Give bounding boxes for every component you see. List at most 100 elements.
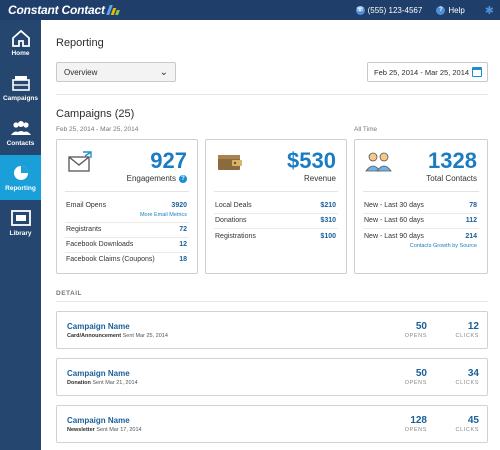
- table-row[interactable]: Campaign Name Donation Sent Mar 21, 2014…: [56, 358, 488, 396]
- sidebar-item-library[interactable]: Library: [0, 200, 41, 245]
- row-label: New - Last 30 days: [364, 202, 424, 209]
- contacts-growth-link[interactable]: Contacts Growth by Source: [409, 243, 477, 249]
- campaign-meta: Card/Announcement Sent Mar 25, 2014: [67, 333, 168, 339]
- brand-logo[interactable]: Constant Contact: [0, 3, 123, 17]
- list-item: Registrants 72: [66, 226, 187, 233]
- campaigns-icon: [11, 75, 30, 91]
- clicks-value: 12: [467, 321, 479, 332]
- row-label: Local Deals: [215, 202, 252, 209]
- help-icon: ?: [436, 5, 446, 15]
- opens-label: OPENS: [404, 333, 427, 339]
- campaign-type: Newsletter: [67, 427, 95, 433]
- date-range-picker[interactable]: Feb 25, 2014 - Mar 25, 2014: [367, 62, 488, 82]
- opens-value: 50: [415, 368, 427, 379]
- row-value: $310: [320, 217, 336, 224]
- row-label: Facebook Claims (Coupons): [66, 256, 155, 263]
- help-label: Help: [448, 5, 465, 15]
- date-range-value: Feb 25, 2014 - Mar 25, 2014: [374, 67, 470, 77]
- divider: [363, 191, 479, 192]
- engagements-label: Engagements: [126, 174, 176, 183]
- divider: [56, 301, 488, 302]
- total-contacts-label: Total Contacts: [426, 174, 477, 183]
- row-value: $100: [320, 233, 336, 240]
- list-item: Local Deals $210: [215, 202, 336, 209]
- gear-icon[interactable]: ✱: [484, 4, 494, 17]
- row-label: Email Opens: [66, 202, 107, 209]
- clicks-stat: 34 CLICKS: [439, 368, 479, 386]
- list-item: Registrations $100: [215, 233, 336, 240]
- row-value: 18: [179, 256, 187, 263]
- clicks-label: CLICKS: [455, 333, 479, 339]
- total-contacts-value: 1328: [428, 148, 477, 173]
- sidebar: Home Campaigns Contacts Reporting Librar…: [0, 20, 41, 450]
- engagements-value: 927: [150, 148, 187, 173]
- library-icon: [10, 209, 31, 226]
- detail-section-label: DETAIL: [56, 290, 82, 297]
- main-content: Reporting Overview ⌄ Feb 25, 2014 - Mar …: [41, 20, 500, 450]
- list-item: New - Last 90 days 214: [364, 233, 477, 240]
- clicks-stat: 45 CLICKS: [439, 415, 479, 433]
- opens-label: OPENS: [404, 380, 427, 386]
- sidebar-item-label: Home: [11, 49, 30, 57]
- sidebar-item-label: Reporting: [5, 184, 36, 192]
- row-label: New - Last 90 days: [364, 233, 424, 240]
- all-time-label: All Time: [354, 126, 378, 133]
- list-item: New - Last 60 days 112: [364, 217, 477, 224]
- divider: [65, 222, 189, 223]
- divider: [65, 252, 189, 253]
- view-select-value: Overview: [64, 67, 98, 77]
- revenue-card: $530 Revenue Local Deals $210 Donations …: [205, 139, 347, 274]
- row-value: $210: [320, 202, 336, 209]
- row-label: New - Last 60 days: [364, 217, 424, 224]
- campaign-name-link[interactable]: Campaign Name: [67, 416, 130, 425]
- sidebar-item-contacts[interactable]: Contacts: [0, 110, 41, 155]
- phone-link[interactable]: ☏ (555) 123-4567: [355, 5, 422, 15]
- list-item: Facebook Downloads 12: [66, 241, 187, 248]
- view-select[interactable]: Overview ⌄: [56, 62, 176, 82]
- row-value: 3920: [171, 202, 187, 209]
- table-row[interactable]: Campaign Name Card/Announcement Sent Mar…: [56, 311, 488, 349]
- campaigns-period: Feb 25, 2014 - Mar 25, 2014: [56, 126, 139, 133]
- clicks-label: CLICKS: [455, 427, 479, 433]
- campaign-sent-date: Sent Mar 25, 2014: [122, 333, 168, 339]
- opens-stat: 50 OPENS: [387, 321, 427, 339]
- campaign-meta: Newsletter Sent Mar 17, 2014: [67, 427, 142, 433]
- help-link[interactable]: ? Help: [436, 5, 465, 15]
- sidebar-item-campaigns[interactable]: Campaigns: [0, 65, 41, 110]
- sidebar-item-label: Contacts: [6, 139, 35, 147]
- opens-stat: 128 OPENS: [387, 415, 427, 433]
- sidebar-item-reporting[interactable]: Reporting: [0, 155, 41, 200]
- row-label: Donations: [215, 217, 247, 224]
- more-email-metrics-link[interactable]: More Email Metrics: [139, 212, 187, 218]
- clicks-stat: 12 CLICKS: [439, 321, 479, 339]
- engagements-card: 927 Engagements ? Email Opens 3920 More …: [56, 139, 198, 274]
- campaign-name-link[interactable]: Campaign Name: [67, 369, 130, 378]
- divider: [65, 191, 189, 192]
- row-label: Facebook Downloads: [66, 241, 134, 248]
- campaign-sent-date: Sent Mar 21, 2014: [92, 380, 138, 386]
- row-value: 78: [469, 202, 477, 209]
- wallet-icon: [218, 155, 242, 170]
- sidebar-item-label: Library: [9, 229, 32, 237]
- sidebar-item-home[interactable]: Home: [0, 20, 41, 65]
- calendar-icon[interactable]: [472, 67, 482, 77]
- opens-label: OPENS: [404, 427, 427, 433]
- table-row[interactable]: Campaign Name Newsletter Sent Mar 17, 20…: [56, 405, 488, 443]
- brand-name: Constant Contact: [8, 3, 105, 17]
- brand-mark-icon: [105, 5, 123, 15]
- divider: [214, 228, 338, 229]
- help-icon[interactable]: ?: [179, 174, 187, 183]
- clicks-value: 34: [467, 368, 479, 379]
- reporting-icon: [13, 165, 28, 180]
- opens-value: 50: [415, 321, 427, 332]
- home-icon: [11, 29, 30, 47]
- divider: [363, 213, 479, 214]
- opens-value: 128: [410, 415, 427, 426]
- clicks-label: CLICKS: [455, 380, 479, 386]
- campaigns-title: Campaigns (25): [56, 108, 135, 120]
- campaign-name-link[interactable]: Campaign Name: [67, 322, 130, 331]
- contacts-group-icon: [365, 152, 392, 172]
- campaign-meta: Donation Sent Mar 21, 2014: [67, 380, 138, 386]
- row-label: Registrations: [215, 233, 256, 240]
- row-value: 12: [179, 241, 187, 248]
